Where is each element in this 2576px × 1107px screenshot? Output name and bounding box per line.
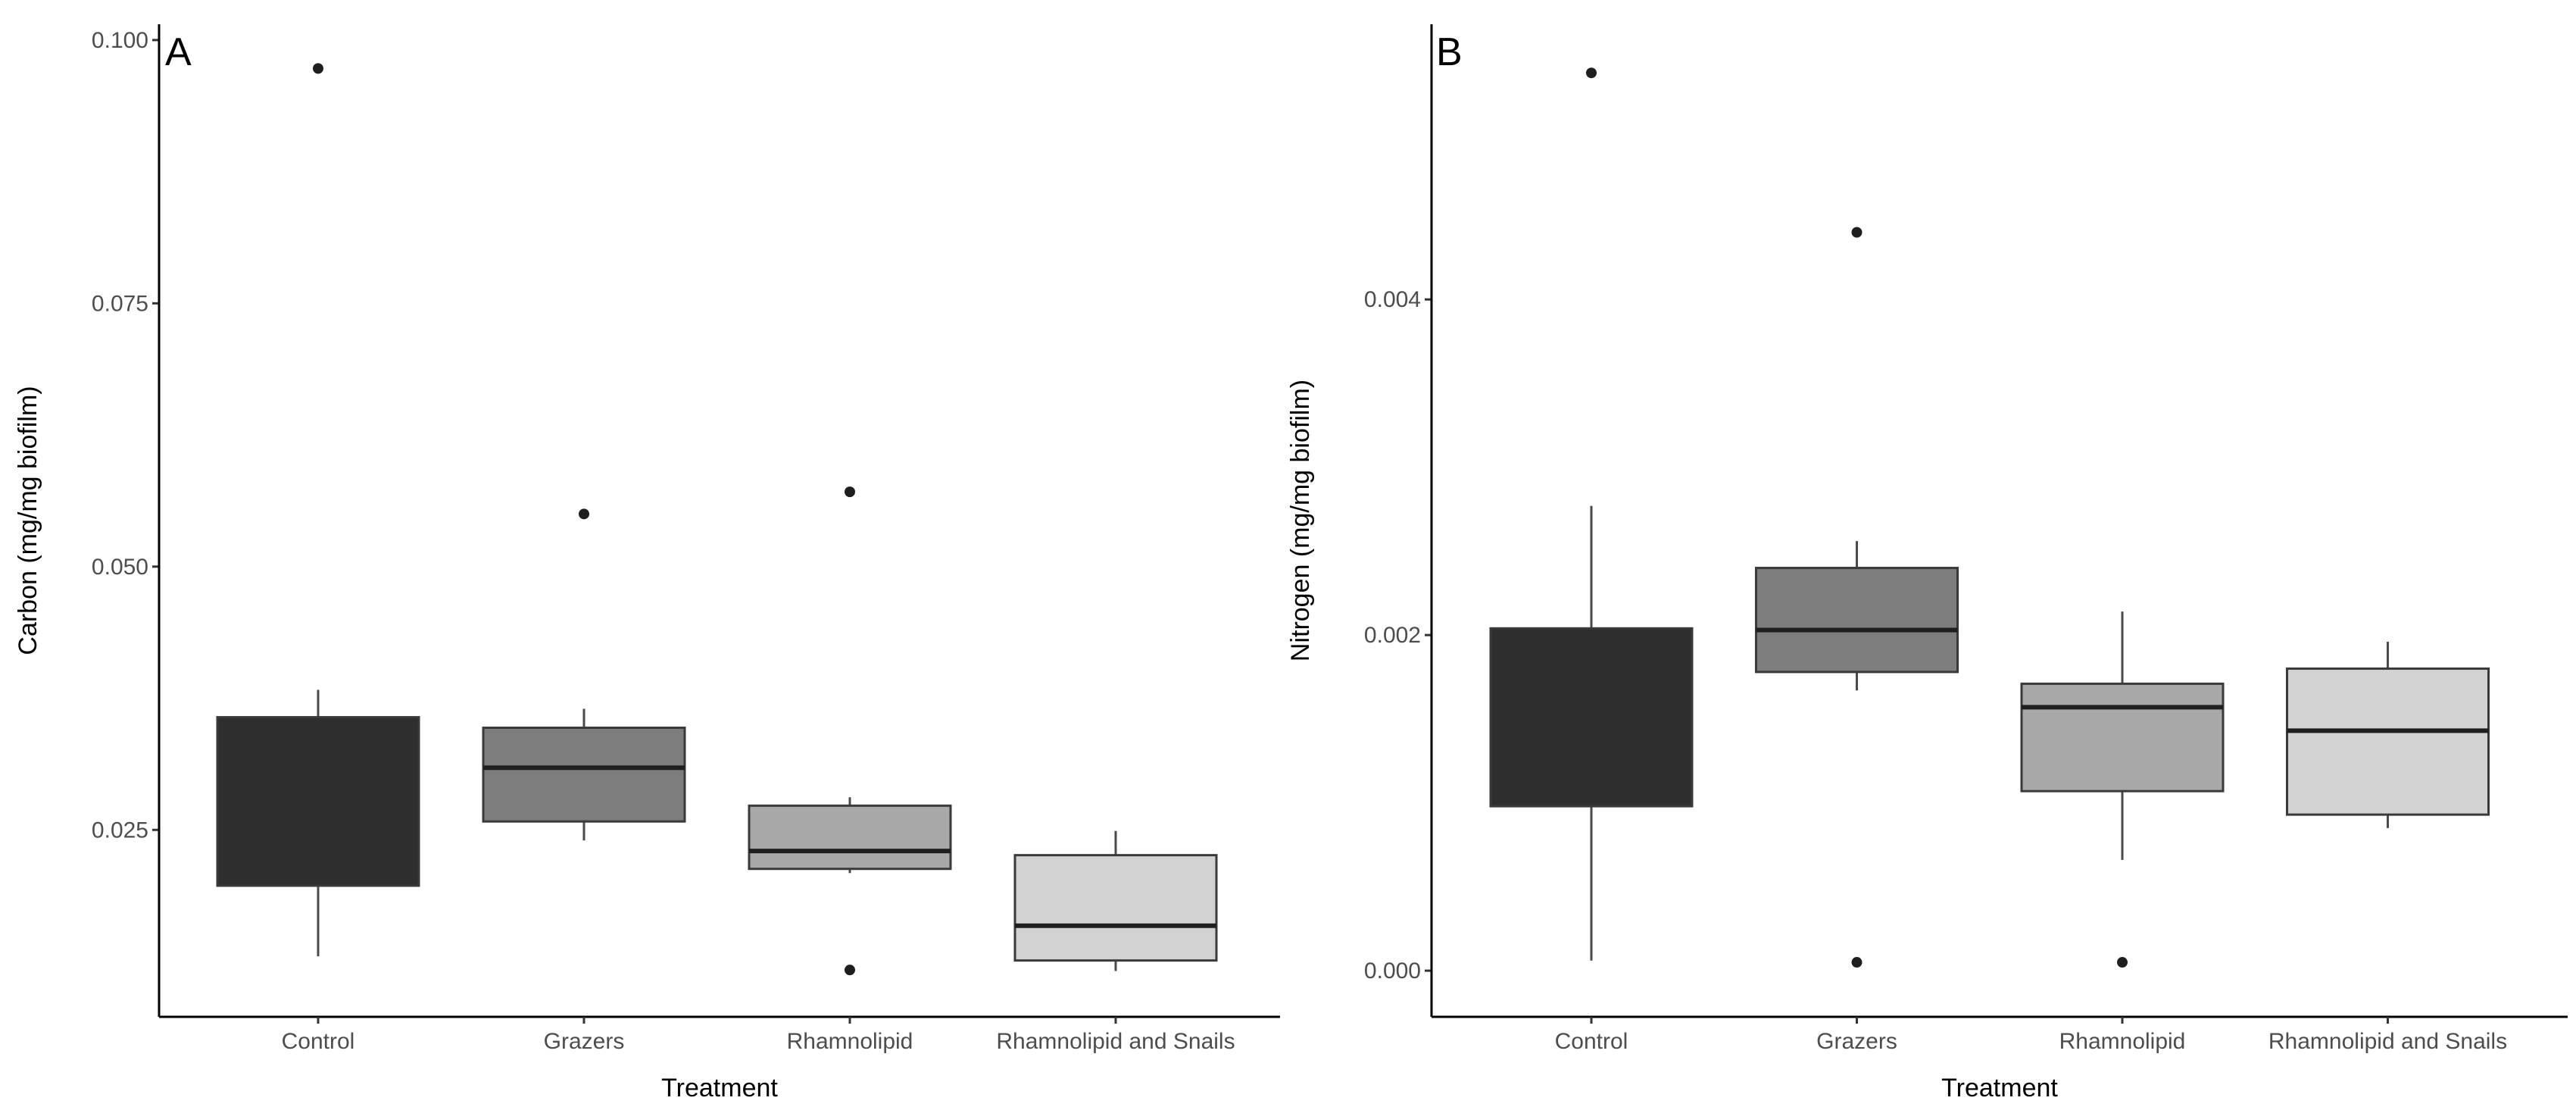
box-rhamnolipid (2020, 682, 2225, 793)
y-tick-label: 0.075 (92, 291, 148, 316)
outlier-point (579, 508, 589, 520)
panel-tag: A (165, 30, 192, 74)
y-tick-label: 0.025 (92, 818, 148, 843)
x-axis-title: Treatment (661, 1074, 778, 1102)
x-tick-label: Rhamnolipid (2059, 1029, 2186, 1054)
box-grazers (1755, 567, 1959, 674)
box-control (216, 716, 420, 887)
x-tick-label: Grazers (544, 1029, 625, 1054)
outlier-point (1586, 67, 1597, 79)
x-tick-label: Rhamnolipid and Snails (996, 1029, 1235, 1054)
x-tick-label: Rhamnolipid (787, 1029, 913, 1054)
y-tick-label: 0.050 (92, 555, 148, 580)
box-rhamnolipid-and-snails (2286, 667, 2490, 816)
x-tick-label: Rhamnolipid and Snails (2268, 1029, 2507, 1054)
outlier-point (313, 63, 323, 74)
outlier-point (2117, 957, 2128, 968)
outlier-point (845, 965, 855, 976)
y-axis-title: Carbon (mg/mg biofilm) (14, 386, 42, 655)
y-axis-title: Nitrogen (mg/mg biofilm) (1286, 380, 1315, 661)
outlier-point (1851, 227, 1863, 238)
outlier-point (1851, 957, 1863, 968)
box-rhamnolipid (748, 804, 952, 871)
y-tick-label: 0.004 (1364, 287, 1421, 312)
x-tick-label: Control (1555, 1029, 1628, 1054)
y-tick-label: 0.100 (92, 28, 148, 53)
box-rhamnolipid-and-snails (1013, 854, 1218, 962)
box-control (1489, 627, 1694, 808)
y-tick-label: 0.000 (1364, 958, 1421, 983)
x-axis-title: Treatment (1941, 1074, 2058, 1102)
outlier-point (845, 486, 855, 498)
box-grazers (482, 726, 686, 823)
y-tick-label: 0.002 (1364, 623, 1421, 648)
x-tick-label: Grazers (1816, 1029, 1897, 1054)
x-tick-label: Control (282, 1029, 355, 1054)
panel-tag: B (1436, 30, 1463, 74)
